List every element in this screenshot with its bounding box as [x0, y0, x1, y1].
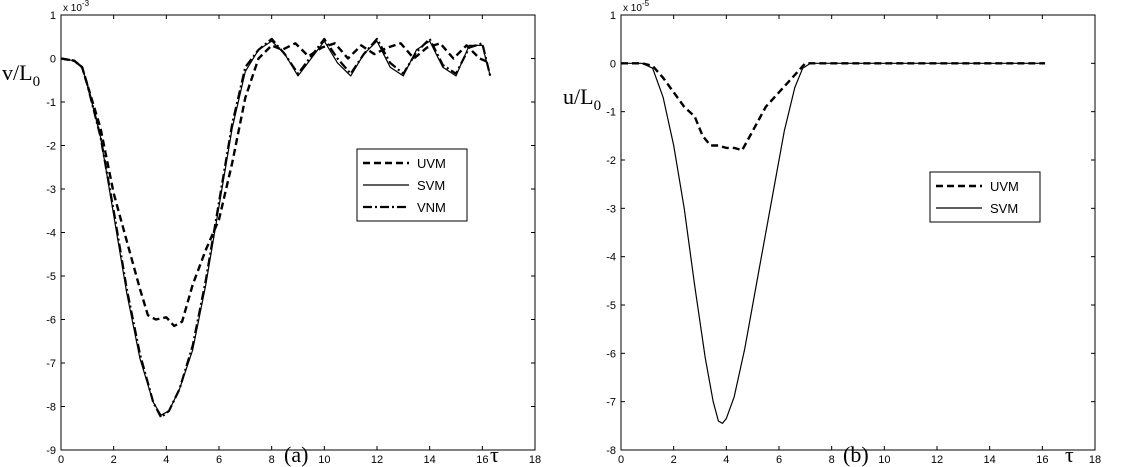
x-tick-label: 18: [529, 454, 541, 466]
x-tick-label: 0: [58, 454, 64, 466]
y-tick-label: -9: [46, 445, 56, 457]
panel-a-label: (a): [284, 442, 308, 467]
y-tick-label: -7: [46, 358, 56, 370]
x-tick-label: 8: [269, 454, 275, 466]
panel-b-series: [621, 62, 1045, 424]
legend-label-vnm: VNM: [417, 200, 446, 215]
panel-a-y-exponent: x 10-3: [63, 0, 90, 14]
y-tick-label: -1: [46, 97, 56, 109]
panel-a-x-tick-labels: 0 2 4 6 8 10 12 14 16 18: [58, 454, 541, 466]
series-line-uvm: [60, 42, 491, 328]
y-tick-label: -5: [606, 300, 616, 312]
panel-b: 0 2 4 6 8 10 12 14 16 18 10-1-2-3-4-5-6-7-8 x 10-…: [563, 0, 1101, 467]
x-tick-label: 16: [476, 454, 488, 466]
x-tick-label: 2: [671, 454, 677, 466]
panel-a-y-tick-labels: 1 0 -1 -2 -3 -4 -5 -6 -7 -8 -9: [46, 10, 56, 457]
y-tick-label: -7: [606, 397, 616, 409]
legend-label-svm: SVM: [990, 201, 1018, 216]
y-tick-label: -1: [606, 107, 616, 119]
series-line-svm: [621, 62, 1045, 424]
x-tick-label: 4: [723, 454, 729, 466]
series-line-uvm: [621, 62, 1045, 152]
panel-a-series: [60, 37, 492, 419]
panel-b-y-tick-labels: 1 0 -1 -2 -3 -4 -5 -6 -7 -8: [606, 10, 616, 457]
x-tick-label: 18: [1089, 454, 1101, 466]
y-tick-label: 1: [50, 10, 56, 22]
x-tick-label: 2: [111, 454, 117, 466]
y-tick-label: 1: [610, 10, 616, 22]
series-line-vnm: [60, 37, 492, 419]
y-tick-label: -3: [46, 184, 56, 196]
y-tick-label: -8: [606, 445, 616, 457]
x-tick-label: 6: [776, 454, 782, 466]
x-tick-label: 12: [931, 454, 943, 466]
x-tick-label: 10: [318, 454, 330, 466]
legend-label-svm: SVM: [417, 178, 445, 193]
y-tick-label: -6: [46, 315, 56, 327]
x-tick-label: 14: [984, 454, 996, 466]
y-tick-label: 0: [50, 54, 56, 66]
panel-b-legend: UVM SVM: [929, 171, 1041, 223]
x-tick-label: 12: [371, 454, 383, 466]
y-tick-label: -2: [46, 141, 56, 153]
x-tick-label: 6: [216, 454, 222, 466]
legend-box: [929, 171, 1041, 223]
y-tick-label: -3: [606, 203, 616, 215]
y-tick-label: -2: [606, 155, 616, 167]
y-tick-label: -4: [46, 228, 56, 240]
x-tick-label: 10: [878, 454, 890, 466]
legend-label-uvm: UVM: [417, 156, 446, 171]
x-tick-label: 8: [829, 454, 835, 466]
panel-a-legend: UVM SVM VNM: [356, 148, 468, 222]
panel-b-plot-frame: [620, 14, 1096, 451]
panel-a-y-axis-label: v/L0: [2, 60, 40, 90]
x-tick-label: 14: [424, 454, 436, 466]
legend-label-uvm: UVM: [990, 179, 1019, 194]
panel-a-plot-frame: [60, 14, 536, 451]
x-tick-label: 4: [163, 454, 169, 466]
panel-b-y-axis-label: u/L0: [563, 84, 601, 114]
x-tick-label: 0: [618, 454, 624, 466]
panel-b-x-tick-labels: 0 2 4 6 8 10 12 14 16 18: [618, 454, 1101, 466]
y-tick-label: 0: [610, 58, 616, 70]
y-tick-label: -8: [46, 402, 56, 414]
y-tick-label: -4: [606, 252, 616, 264]
panel-a-x-axis-label: τ: [490, 442, 499, 467]
y-tick-label: -5: [46, 271, 56, 283]
panel-a: 0 2 4 6 8 10 12 14 16 18 10-1-2-3-4-5-6-7-8-9 x 1…: [2, 0, 541, 467]
panel-b-y-exponent: x 10-5: [623, 0, 650, 14]
x-tick-label: 16: [1036, 454, 1048, 466]
series-line-svm: [60, 40, 491, 416]
panel-a-ticks: [60, 14, 536, 451]
panel-b-label: (b): [843, 442, 869, 467]
y-tick-label: -6: [606, 348, 616, 360]
panel-b-ticks: [620, 14, 1096, 451]
panel-b-x-axis-label: τ: [1065, 442, 1074, 467]
